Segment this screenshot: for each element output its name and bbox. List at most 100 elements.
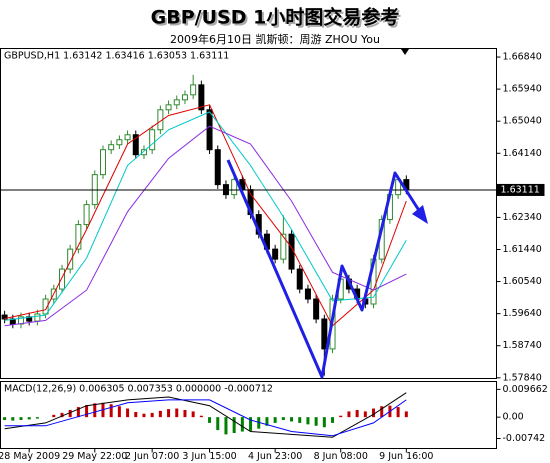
candle-body <box>280 233 287 260</box>
macd-bar <box>35 417 39 419</box>
x-tick-label: 9 Jun 16:00 <box>379 451 433 462</box>
macd-bar <box>199 415 203 418</box>
x-tick-label: 8 Jun 08:00 <box>314 451 368 462</box>
macd-bar <box>265 417 269 426</box>
macd-bar <box>281 417 285 421</box>
y-tick-label: 1.59640 <box>503 308 542 319</box>
macd-bar <box>76 407 80 418</box>
macd-bar <box>208 417 212 423</box>
y2-tick-label: -0.00742 <box>503 433 546 444</box>
macd-bar <box>117 406 121 418</box>
candle-body <box>214 149 221 186</box>
macd-bar <box>85 405 89 418</box>
y-tick-label: 1.66840 <box>503 52 542 63</box>
candle-body <box>83 204 90 226</box>
macd-bar <box>11 417 15 421</box>
candle-body <box>42 298 49 315</box>
macd-bar <box>60 412 64 418</box>
moving-average <box>4 125 407 327</box>
candle-body <box>296 268 303 290</box>
price-panel <box>0 48 497 379</box>
candle-body <box>99 149 106 176</box>
macd-bar <box>126 408 130 418</box>
macd-bar <box>298 417 302 423</box>
candle-body <box>34 313 41 322</box>
candle-body <box>321 318 328 350</box>
candle-body <box>75 224 82 250</box>
x-tick-label: 29 May 22:00 <box>62 451 127 462</box>
y-tick-label: 1.65940 <box>503 84 542 95</box>
macd-bar <box>249 417 253 431</box>
candle-body <box>124 134 131 141</box>
y-tick-label: 1.58740 <box>503 340 542 351</box>
y-tick-label: 1.61440 <box>503 244 542 255</box>
macd-bar <box>355 409 359 418</box>
macd-bar <box>306 417 310 425</box>
candle-body <box>132 134 139 156</box>
y-tick-label: 1.64140 <box>503 148 542 159</box>
macd-line <box>4 399 407 437</box>
macd-bar <box>216 417 220 431</box>
macd-bar <box>183 409 187 418</box>
macd-bar <box>19 417 23 421</box>
macd-bar <box>290 417 294 422</box>
macd-bar <box>380 406 384 418</box>
moving-average <box>4 104 407 327</box>
macd-line <box>4 392 407 438</box>
chart-header: GBPUSD,H1 1.63142 1.63416 1.63053 1.6311… <box>4 51 229 62</box>
x-tick-label: 4 Jun 23:00 <box>248 451 302 462</box>
y-tick-label: 1.62340 <box>503 212 542 223</box>
candle-body <box>272 248 279 260</box>
x-tick-label: 28 May 2009 <box>0 451 60 462</box>
candle-body <box>181 94 188 101</box>
candle-body <box>140 149 147 156</box>
current-price-box <box>496 183 545 196</box>
macd-label: MACD(12,26,9) 0.006305 0.007353 0.000000… <box>4 384 273 395</box>
macd-bar <box>93 403 97 418</box>
candle-body <box>304 288 311 300</box>
chart-subtitle: 2009年6月10日 凯斯顿：周游 ZHOU You <box>170 32 380 46</box>
candle-body <box>108 144 115 151</box>
macd-bar <box>158 410 162 418</box>
x-tick-label: 2 Jun 07:00 <box>125 451 179 462</box>
candle-body <box>1 314 8 320</box>
macd-bar <box>150 412 154 418</box>
macd-bar <box>109 404 113 418</box>
chart-title: GBP/USD 1小时图交易参考 <box>151 6 400 29</box>
macd-bar <box>396 407 400 418</box>
macd-bar <box>167 409 171 418</box>
macd-bar <box>27 417 31 420</box>
macd-bar <box>134 411 138 418</box>
macd-bar <box>331 417 335 423</box>
candle-body <box>149 129 156 151</box>
moving-average <box>4 111 407 321</box>
macd-bar <box>175 408 179 418</box>
candle-body <box>231 179 238 196</box>
shift-marker <box>401 49 409 55</box>
macd-bar <box>240 417 244 432</box>
y-tick-label: 1.65040 <box>503 116 542 127</box>
macd-bar <box>372 408 376 418</box>
macd-panel <box>0 381 497 449</box>
macd-bar <box>339 415 343 418</box>
macd-bar <box>322 417 326 428</box>
candle-body <box>165 104 172 111</box>
candle-body <box>206 109 213 151</box>
macd-bar <box>314 417 318 426</box>
macd-bar <box>52 414 56 418</box>
macd-bar <box>273 417 277 423</box>
macd-bar <box>3 417 7 421</box>
macd-bar <box>347 411 351 418</box>
macd-bar <box>68 409 72 418</box>
candle-body <box>116 139 123 146</box>
macd-bar <box>232 417 236 433</box>
macd-bar <box>142 413 146 418</box>
candle-body <box>313 298 320 320</box>
candle-body <box>58 268 65 290</box>
candle-body <box>190 84 197 96</box>
current-price-label: 1.63111 <box>501 184 540 195</box>
y-tick-label: 1.60540 <box>503 276 542 287</box>
y-tick-label: 1.57840 <box>503 372 542 383</box>
macd-bar <box>191 411 195 418</box>
